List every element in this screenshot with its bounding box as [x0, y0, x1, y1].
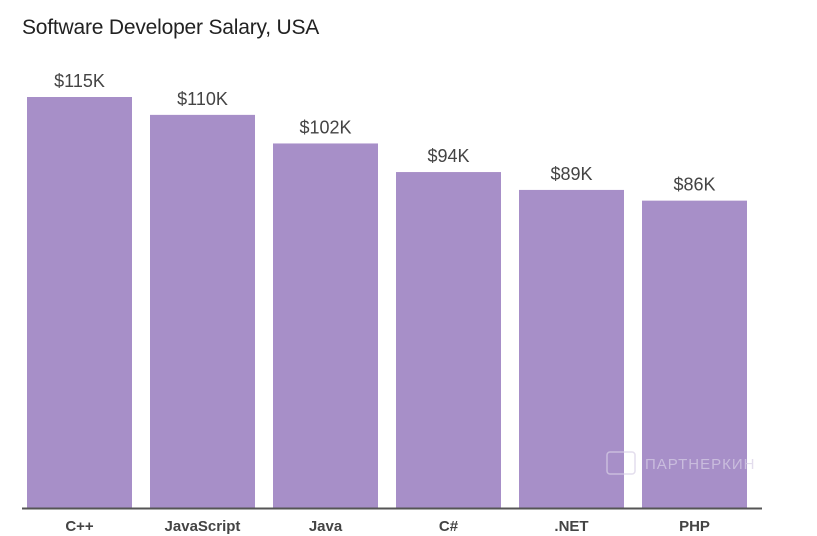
- data-label: $86K: [673, 175, 715, 195]
- bar-c: [396, 172, 501, 508]
- bar-net: [519, 189, 624, 508]
- data-label: $94K: [427, 146, 469, 166]
- x-tick-label: .NET: [554, 518, 588, 535]
- x-tick-label: C#: [439, 518, 459, 535]
- bar-javascript: [150, 114, 255, 508]
- data-label: $115K: [54, 71, 105, 91]
- bar-c: [27, 97, 132, 508]
- data-label: $89K: [550, 164, 592, 184]
- bar-java: [273, 143, 378, 508]
- x-tick-label: PHP: [679, 518, 710, 535]
- x-tick-label: C++: [65, 518, 94, 535]
- x-tick-label: JavaScript: [165, 518, 241, 535]
- data-label: $110K: [177, 89, 228, 109]
- x-tick-label: Java: [309, 518, 343, 535]
- bar-php: [642, 200, 747, 508]
- data-label: $102K: [299, 117, 351, 137]
- chart-title: Software Developer Salary, USA: [22, 16, 320, 39]
- watermark-logo-icon: [606, 451, 636, 475]
- watermark: ПАРТНЕРКИН: [645, 456, 755, 473]
